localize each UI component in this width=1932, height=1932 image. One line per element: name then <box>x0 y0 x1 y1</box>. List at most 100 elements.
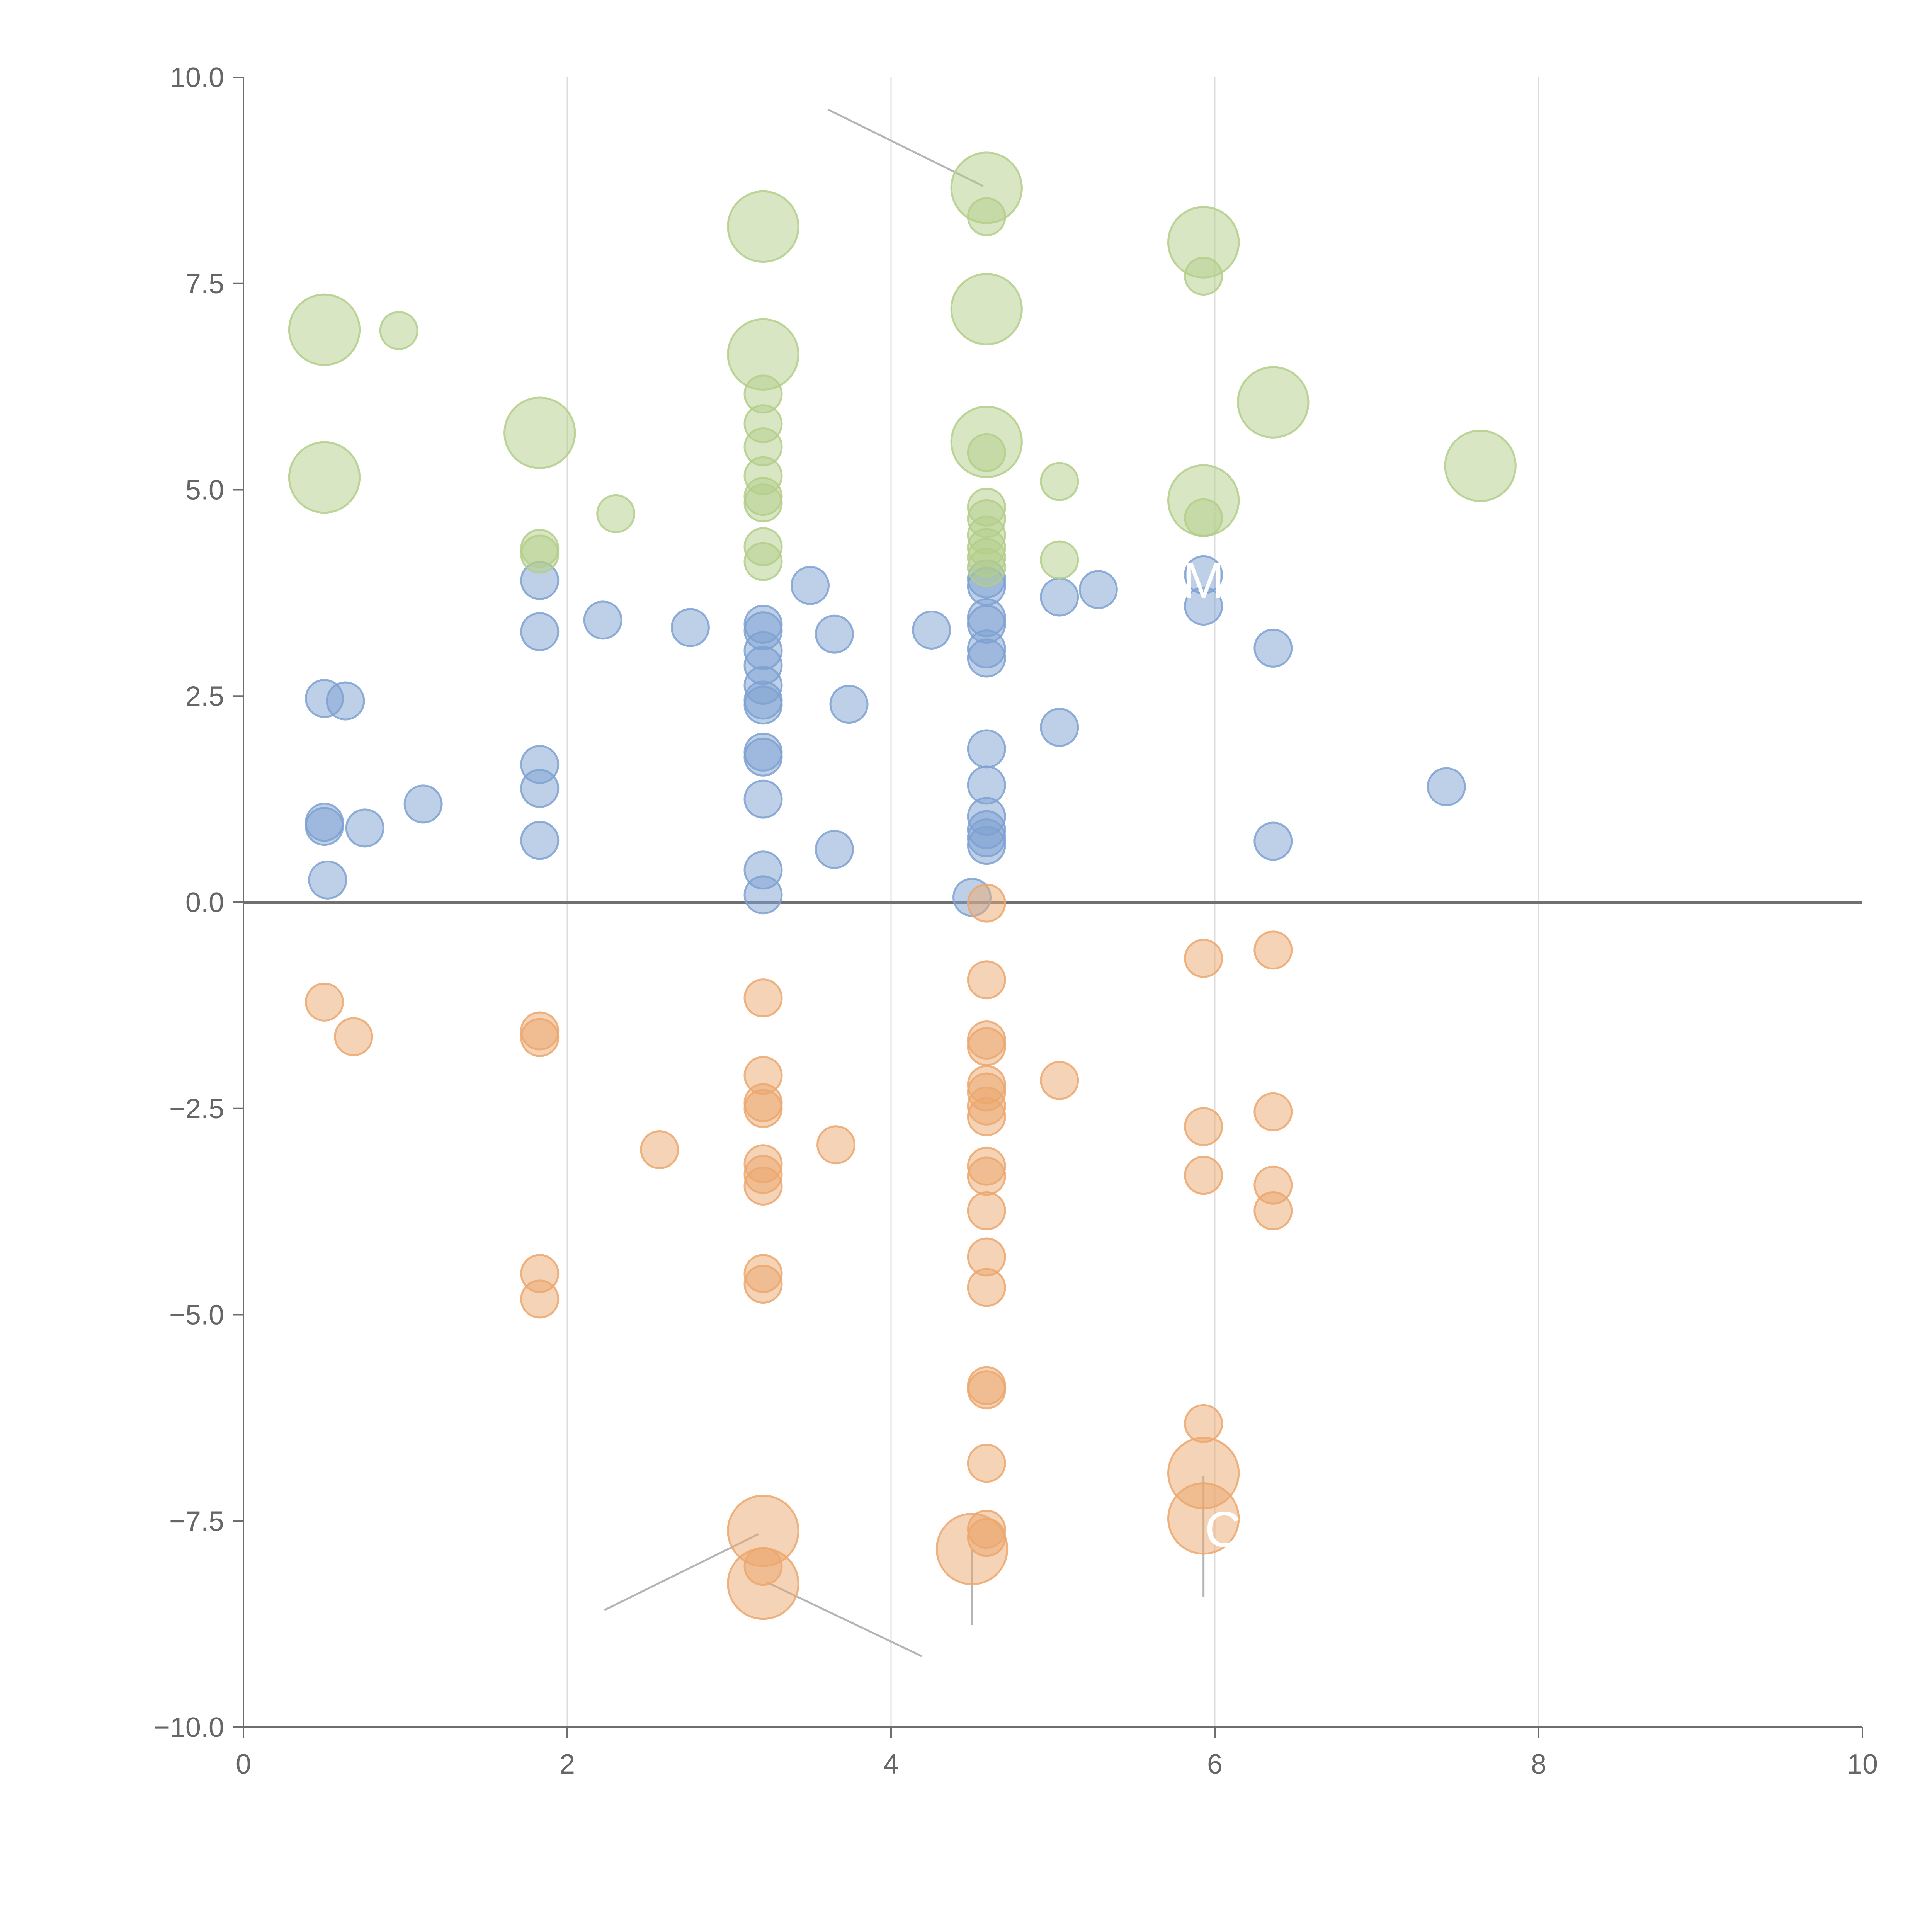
annotation-label: M <box>1183 552 1225 609</box>
y-tick-label: −10.0 <box>154 1712 224 1743</box>
data-point-green <box>288 441 361 514</box>
data-point-green <box>596 494 636 533</box>
x-tick-label: 8 <box>1531 1749 1546 1780</box>
data-point-blue <box>520 769 560 808</box>
data-point-green <box>1040 540 1079 580</box>
data-point-orange <box>1184 1404 1223 1443</box>
data-point-orange <box>520 1279 560 1319</box>
data-point-orange <box>743 1089 783 1128</box>
data-point-orange <box>1253 1092 1293 1131</box>
data-point-blue <box>1253 628 1293 668</box>
data-point-green <box>727 190 799 263</box>
data-point-orange <box>967 1191 1006 1230</box>
data-point-green <box>967 548 1006 587</box>
data-point-orange <box>816 1125 856 1165</box>
data-point-orange <box>520 1018 560 1057</box>
data-point-green <box>743 542 783 581</box>
data-point-blue <box>912 610 951 650</box>
leader-lines <box>327 109 1481 1657</box>
y-tick-label: 10.0 <box>170 62 224 93</box>
data-point-orange <box>1184 1107 1223 1146</box>
data-point-green <box>1184 498 1223 537</box>
data-point-blue <box>308 860 347 900</box>
data-point-orange <box>1253 1191 1293 1230</box>
data-point-orange <box>743 1166 783 1206</box>
data-point-blue <box>1040 707 1079 747</box>
data-point-green <box>743 483 783 523</box>
data-point-blue <box>326 681 365 721</box>
x-tick-label: 2 <box>560 1749 575 1780</box>
y-tick-label: −2.5 <box>169 1094 224 1124</box>
data-point-orange <box>967 883 1006 923</box>
data-point-orange <box>967 960 1006 1000</box>
data-point-orange <box>967 1370 1006 1410</box>
data-point-orange <box>1040 1061 1079 1100</box>
y-tick-label: 0.0 <box>185 887 224 918</box>
annotation-label: C <box>1205 1501 1241 1558</box>
ticks-layer: 0 2 4 6 8 10 −10.0 −7.5 −5.0 −2.5 0.0 2.5 5.0 7.5 10.0 <box>154 62 1878 1780</box>
data-point-orange <box>1253 930 1293 970</box>
data-point-green <box>950 273 1023 345</box>
data-point-orange <box>967 1156 1006 1196</box>
data-point-blue <box>670 608 710 647</box>
data-point-orange <box>1184 939 1223 978</box>
data-point-orange <box>727 1547 799 1620</box>
data-point-blue <box>743 737 783 777</box>
data-point-green <box>288 293 361 366</box>
axes-layer <box>243 77 1862 1728</box>
x-tick-label: 10 <box>1847 1749 1878 1780</box>
x-tick-label: 6 <box>1207 1749 1223 1780</box>
data-point-green <box>503 396 576 469</box>
y-tick-label: −5.0 <box>169 1300 224 1331</box>
data-point-blue <box>1184 587 1223 626</box>
annotations: MC <box>1183 552 1241 1557</box>
data-point-orange <box>334 1017 373 1056</box>
data-point-blue <box>829 685 869 724</box>
data-point-orange <box>1184 1156 1223 1195</box>
x-tick-label: 4 <box>883 1749 899 1780</box>
y-tick-label: 7.5 <box>185 269 224 299</box>
data-point-orange <box>967 1444 1006 1483</box>
data-point-green <box>1237 366 1310 439</box>
x-tick-label: 0 <box>236 1749 251 1780</box>
points-layer <box>288 151 1517 1620</box>
data-point-blue <box>583 600 622 640</box>
data-point-orange <box>743 1265 783 1304</box>
data-point-orange <box>967 1518 1006 1557</box>
data-point-blue <box>520 821 560 860</box>
data-point-blue <box>743 875 783 915</box>
data-point-blue <box>305 807 344 846</box>
data-point-green <box>1040 462 1079 501</box>
data-point-blue <box>967 638 1006 678</box>
data-point-orange <box>967 1027 1006 1066</box>
data-point-green <box>967 197 1006 236</box>
data-point-orange <box>967 1268 1006 1307</box>
data-point-blue <box>967 729 1006 769</box>
data-point-orange <box>640 1130 679 1169</box>
data-point-blue <box>1040 577 1079 617</box>
y-tick-label: 2.5 <box>185 681 224 712</box>
data-point-blue <box>520 612 560 651</box>
data-point-blue <box>1427 767 1466 806</box>
y-tick-label: −7.5 <box>169 1506 224 1537</box>
data-point-blue <box>1078 570 1118 609</box>
data-point-blue <box>403 784 443 824</box>
data-point-green <box>967 433 1006 472</box>
data-point-green <box>1444 429 1517 502</box>
data-point-blue <box>815 614 854 654</box>
data-point-green <box>520 534 560 574</box>
data-point-blue <box>743 685 783 725</box>
data-point-blue <box>967 826 1006 865</box>
data-point-green <box>379 311 418 350</box>
data-point-orange <box>1167 1482 1240 1555</box>
data-point-blue <box>1253 821 1293 861</box>
data-point-blue <box>815 830 854 869</box>
data-point-green <box>1184 257 1223 296</box>
data-point-blue <box>791 566 830 605</box>
data-point-orange <box>743 978 783 1018</box>
data-point-blue <box>743 779 783 819</box>
data-point-blue <box>345 808 384 848</box>
data-point-orange <box>305 982 344 1022</box>
